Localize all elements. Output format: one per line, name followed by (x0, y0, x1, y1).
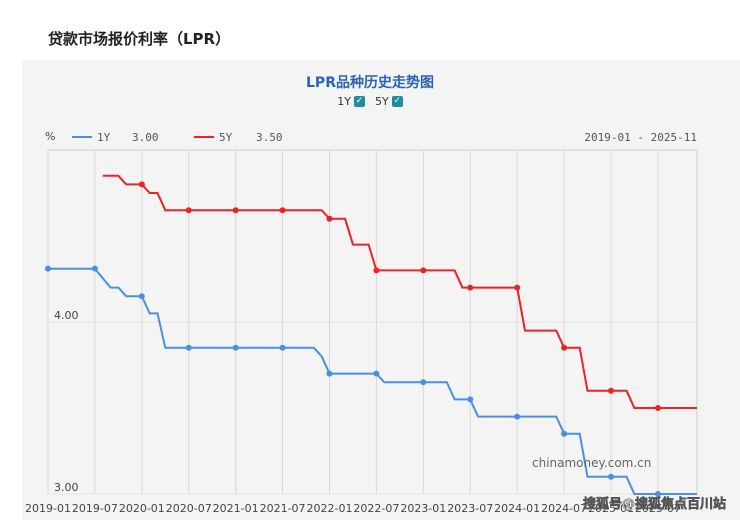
data-point-1y[interactable] (654, 491, 661, 497)
site-watermark: chinamoney.com.cn (532, 456, 651, 470)
data-point-5y[interactable] (420, 267, 427, 274)
data-point-1y[interactable] (45, 265, 51, 272)
data-point-5y[interactable] (561, 344, 568, 351)
data-point-5y[interactable] (232, 207, 239, 214)
date-range-label: 2019-01 - 2025-11 (584, 131, 697, 144)
data-point-5y[interactable] (467, 284, 474, 291)
data-point-5y[interactable] (654, 405, 661, 411)
x-tick-label: 2025-01 (588, 502, 634, 515)
toggle-5y-label: 5Y (375, 95, 389, 108)
data-point-5y[interactable] (326, 215, 333, 222)
x-tick-label: 2021-01 (213, 502, 259, 515)
x-tick-label: 2024-01 (494, 502, 540, 515)
data-point-5y[interactable] (373, 267, 380, 274)
data-point-1y[interactable] (514, 413, 521, 420)
x-tick-label: 2024-07 (541, 502, 587, 515)
data-point-1y[interactable] (185, 344, 192, 351)
y-tick-label: 3.00 (54, 481, 79, 494)
data-point-1y[interactable] (561, 430, 568, 437)
x-tick-label: 2020-07 (166, 502, 212, 515)
x-tick-label: 2023-01 (400, 502, 446, 515)
overlay-watermark: 搜狐号@搜狐焦点百川站 (583, 496, 726, 512)
toggle-5y[interactable]: 5Y ✓ (375, 95, 403, 108)
x-tick-label: 2019-01 (25, 502, 71, 515)
legend-5y-name[interactable]: 5Y (219, 131, 233, 144)
checkbox-5y-icon[interactable]: ✓ (391, 96, 403, 107)
data-point-1y[interactable] (138, 293, 145, 300)
x-tick-label: 2022-07 (353, 502, 399, 515)
toggle-1y[interactable]: 1Y ✓ (337, 95, 365, 108)
data-point-5y[interactable] (279, 207, 286, 214)
y-tick-label: 4.00 (54, 309, 79, 322)
x-tick-label: 2021-07 (260, 502, 306, 515)
data-point-1y[interactable] (91, 265, 98, 272)
legend-5y-value: 3.50 (256, 131, 283, 144)
y-unit-label: % (45, 130, 55, 143)
data-point-1y[interactable] (467, 396, 474, 403)
legend-1y-name[interactable]: 1Y (97, 131, 111, 144)
x-tick-label: 2019-07 (72, 502, 118, 515)
x-tick-label: 2023-07 (447, 502, 493, 515)
page-title: 贷款市场报价利率（LPR） (48, 30, 231, 48)
data-point-1y[interactable] (279, 344, 286, 351)
toggle-1y-label: 1Y (337, 95, 351, 108)
data-point-1y[interactable] (326, 370, 333, 377)
data-point-5y[interactable] (138, 181, 145, 188)
x-tick-label: 2022-01 (307, 502, 353, 515)
data-point-1y[interactable] (420, 379, 427, 386)
data-point-1y[interactable] (607, 473, 614, 480)
data-point-1y[interactable] (373, 370, 380, 377)
series-line-5y[interactable] (102, 174, 697, 409)
x-tick-label: 2025-07 (635, 502, 681, 515)
data-point-1y[interactable] (232, 344, 239, 351)
legend-1y-value: 3.00 (132, 131, 159, 144)
x-tick-label: 2020-01 (119, 502, 165, 515)
series-toggles: 1Y ✓ 5Y ✓ (0, 95, 740, 108)
chart-title: LPR品种历史走势图 (306, 75, 434, 91)
data-point-5y[interactable] (185, 207, 192, 214)
data-point-5y[interactable] (607, 387, 614, 394)
checkbox-1y-icon[interactable]: ✓ (354, 96, 365, 107)
data-point-5y[interactable] (514, 284, 521, 291)
